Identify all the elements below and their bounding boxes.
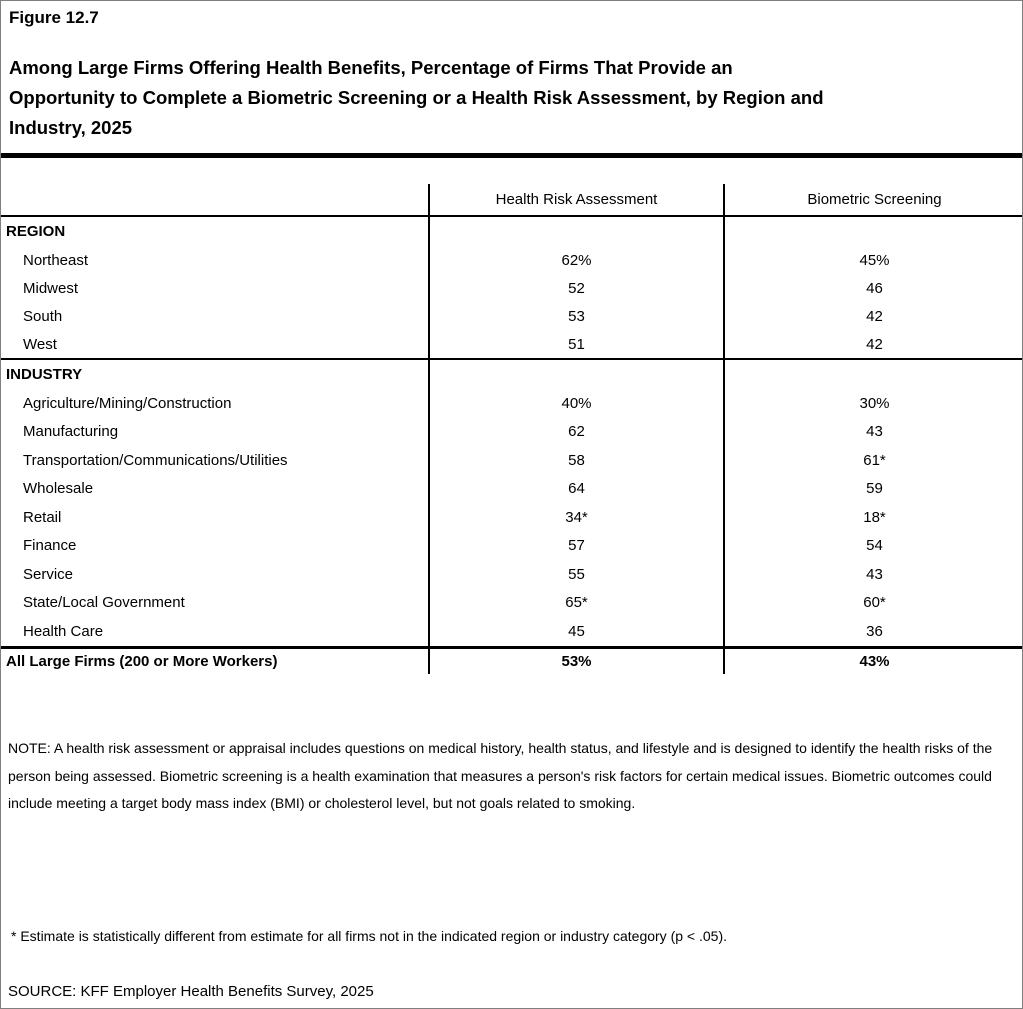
hra-value: 62 bbox=[428, 417, 724, 446]
row-label: Northeast bbox=[23, 251, 89, 269]
data-table: Health Risk Assessment Biometric Screeni… bbox=[1, 184, 1022, 674]
hra-value: 58 bbox=[428, 446, 724, 475]
hra-value: 34* bbox=[428, 503, 724, 532]
bio-value: 30% bbox=[723, 389, 1022, 418]
row-label: Transportation/Communications/Utilities bbox=[23, 451, 288, 469]
row-label: Service bbox=[23, 565, 74, 583]
bio-value: 43 bbox=[723, 560, 1022, 589]
hra-value: 64 bbox=[428, 474, 724, 503]
empty-cell bbox=[428, 216, 724, 246]
hra-value: 65* bbox=[428, 588, 724, 617]
section-heading-label: REGION bbox=[6, 223, 66, 240]
table-row: Northeast 62% 45% bbox=[1, 246, 1022, 274]
table-row: Manufacturing 62 43 bbox=[1, 417, 1022, 446]
section-heading-label: INDUSTRY bbox=[6, 366, 83, 383]
row-label: Midwest bbox=[23, 279, 79, 297]
bio-value: 42 bbox=[723, 302, 1022, 330]
table-head: Health Risk Assessment Biometric Screeni… bbox=[1, 184, 1022, 217]
row-label: Health Care bbox=[23, 622, 104, 640]
table-row: Retail 34* 18* bbox=[1, 503, 1022, 532]
row-label: State/Local Government bbox=[23, 594, 185, 612]
hra-value: 40% bbox=[428, 389, 724, 418]
figure-title: Among Large Firms Offering Health Benefi… bbox=[9, 53, 1014, 143]
total-row: All Large Firms (200 or More Workers) 53… bbox=[1, 645, 1022, 674]
bio-value: 59 bbox=[723, 474, 1022, 503]
figure-number: Figure 12.7 bbox=[9, 8, 99, 27]
hra-value: 51 bbox=[428, 330, 724, 360]
bio-value: 36 bbox=[723, 617, 1022, 647]
bio-value: 54 bbox=[723, 531, 1022, 560]
title-divider-rule bbox=[1, 153, 1022, 158]
figure-title-line: Industry, 2025 bbox=[9, 117, 133, 138]
row-label: West bbox=[1, 330, 429, 360]
table-row: Wholesale 64 59 bbox=[1, 474, 1022, 503]
table-row: Agriculture/Mining/Construction 40% 30% bbox=[1, 389, 1022, 418]
row-label: Agriculture/Mining/Construction bbox=[23, 394, 232, 412]
section-heading-row: INDUSTRY bbox=[1, 359, 1022, 389]
hra-value: 53 bbox=[428, 302, 724, 330]
table-foot: All Large Firms (200 or More Workers) 53… bbox=[1, 645, 1022, 674]
table-row: Health Care 45 36 bbox=[1, 617, 1022, 647]
row-label: Finance bbox=[23, 537, 77, 555]
source-text: SOURCE: KFF Employer Health Benefits Sur… bbox=[8, 983, 374, 1000]
hra-value: 62% bbox=[428, 246, 724, 274]
total-hra-value: 53% bbox=[428, 645, 724, 674]
table-row: State/Local Government 65* 60* bbox=[1, 588, 1022, 617]
table-row: Midwest 52 46 bbox=[1, 274, 1022, 302]
footnote-text: * Estimate is statistically different fr… bbox=[11, 928, 727, 944]
row-label: Manufacturing bbox=[23, 423, 119, 441]
empty-cell bbox=[428, 359, 724, 389]
section-heading-row: REGION bbox=[1, 216, 1022, 246]
empty-cell bbox=[723, 216, 1022, 246]
bio-value: 46 bbox=[723, 274, 1022, 302]
hra-value: 55 bbox=[428, 560, 724, 589]
table-row: South 53 42 bbox=[1, 302, 1022, 330]
table-body: REGION Northeast 62% 45% Midwest 52 46 South 53 4… bbox=[1, 216, 1022, 647]
table-row: Finance 57 54 bbox=[1, 531, 1022, 560]
table-row: West 51 42 bbox=[1, 330, 1022, 360]
hra-value: 57 bbox=[428, 531, 724, 560]
hra-value: 52 bbox=[428, 274, 724, 302]
bio-value: 42 bbox=[723, 330, 1022, 360]
table-row: Service 55 43 bbox=[1, 560, 1022, 589]
bio-value: 45% bbox=[723, 246, 1022, 274]
bio-value: 60* bbox=[723, 588, 1022, 617]
empty-cell bbox=[723, 359, 1022, 389]
figure-title-line: Opportunity to Complete a Biometric Scre… bbox=[9, 87, 824, 108]
row-label: Retail bbox=[23, 508, 62, 526]
row-label: Wholesale bbox=[23, 480, 94, 498]
hra-value: 45 bbox=[428, 617, 724, 647]
row-header-cell bbox=[1, 184, 429, 217]
row-label: South bbox=[23, 307, 63, 325]
total-bio-value: 43% bbox=[723, 645, 1022, 674]
column-header-row: Health Risk Assessment Biometric Screeni… bbox=[1, 184, 1022, 217]
figure-title-line: Among Large Firms Offering Health Benefi… bbox=[9, 57, 733, 78]
bio-value: 43 bbox=[723, 417, 1022, 446]
table-row: Transportation/Communications/Utilities 5… bbox=[1, 446, 1022, 475]
bio-value: 18* bbox=[723, 503, 1022, 532]
note-text: NOTE: A health risk assessment or apprai… bbox=[8, 740, 993, 811]
total-row-label: All Large Firms (200 or More Workers) bbox=[1, 645, 429, 674]
figure-header: Figure 12.7 Among Large Firms Offering H… bbox=[9, 7, 1014, 143]
column-header-hra: Health Risk Assessment bbox=[428, 184, 724, 217]
column-header-bio: Biometric Screening bbox=[723, 184, 1022, 217]
bio-value: 61* bbox=[723, 446, 1022, 475]
